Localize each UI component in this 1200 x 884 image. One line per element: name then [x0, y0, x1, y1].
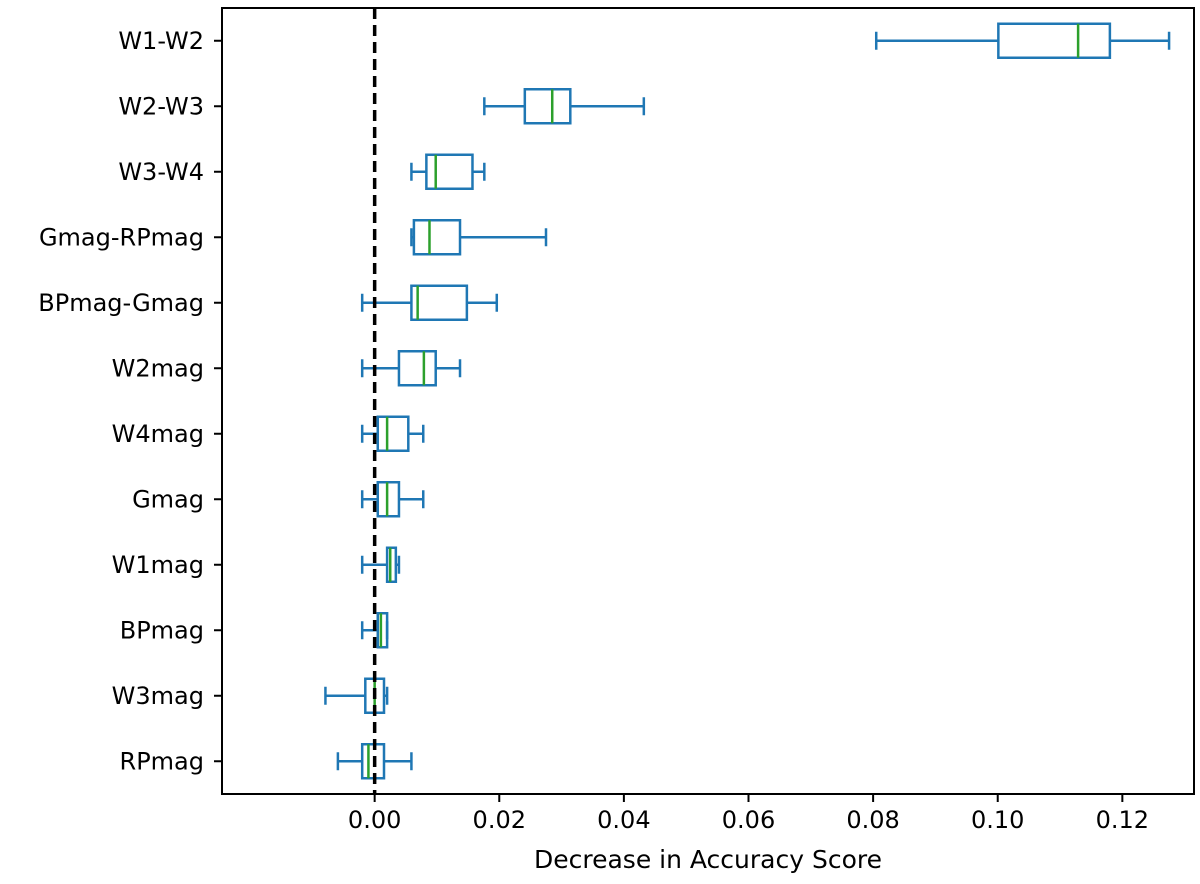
iqr-box: [997, 22, 1112, 59]
y-axis-ticks: W1-W2 W2-W3 W3-W4 Gmag-RPmag BPmag-Gmag W2mag…: [38, 27, 222, 775]
y-tick-label: Gmag-RPmag: [39, 223, 204, 251]
box-w4mag: [360, 415, 425, 452]
iqr-box: [425, 153, 474, 190]
iqr-box: [397, 350, 437, 387]
y-tick-label: W3mag: [112, 682, 204, 710]
x-tick-label: 0.00: [348, 806, 401, 834]
box-w1-w2: [874, 22, 1171, 59]
plot-frame: [221, 7, 1195, 795]
box-series: [324, 22, 1171, 780]
x-tick-label: 0.08: [846, 806, 899, 834]
y-tick-label: Gmag: [132, 485, 204, 513]
x-axis-ticks: 0.00 0.02 0.04 0.06 0.08 0.10 0.12: [348, 794, 1149, 834]
y-tick-label: W1mag: [112, 551, 204, 579]
iqr-box: [523, 88, 572, 125]
x-tick-label: 0.12: [1096, 806, 1149, 834]
y-tick-label: W2-W3: [118, 92, 204, 120]
y-tick-label: W2mag: [112, 354, 204, 382]
x-tick-label: 0.02: [473, 806, 526, 834]
iqr-box: [410, 284, 469, 321]
box-gmag-rpmag: [410, 219, 548, 256]
box-w2mag: [360, 350, 462, 387]
box-w3-w4: [410, 153, 486, 190]
iqr-box: [412, 219, 462, 256]
y-tick-label: RPmag: [120, 747, 204, 775]
y-tick-label: BPmag: [120, 616, 204, 644]
y-tick-label: BPmag-Gmag: [38, 289, 204, 317]
x-tick-label: 0.06: [722, 806, 775, 834]
box-bpmag: [360, 612, 389, 649]
x-axis-title: Decrease in Accuracy Score: [534, 845, 882, 874]
box-w2-w3: [483, 88, 646, 125]
box-w3mag: [324, 677, 389, 714]
box-bpmag-gmag: [360, 284, 499, 321]
y-tick-label: W4mag: [112, 420, 204, 448]
box-w1mag: [360, 546, 401, 583]
x-tick-label: 0.04: [597, 806, 650, 834]
iqr-box: [376, 612, 389, 649]
y-tick-label: W1-W2: [118, 27, 204, 55]
box-gmag: [360, 481, 425, 518]
y-tick-label: W3-W4: [118, 158, 204, 186]
iqr-box: [376, 415, 410, 452]
x-tick-label: 0.10: [971, 806, 1024, 834]
